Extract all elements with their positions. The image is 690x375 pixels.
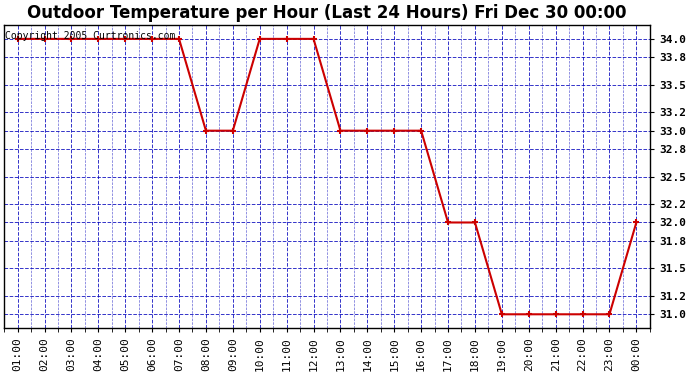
Text: Copyright 2005 Curtronics.com: Copyright 2005 Curtronics.com	[6, 31, 176, 41]
Title: Outdoor Temperature per Hour (Last 24 Hours) Fri Dec 30 00:00: Outdoor Temperature per Hour (Last 24 Ho…	[27, 4, 627, 22]
